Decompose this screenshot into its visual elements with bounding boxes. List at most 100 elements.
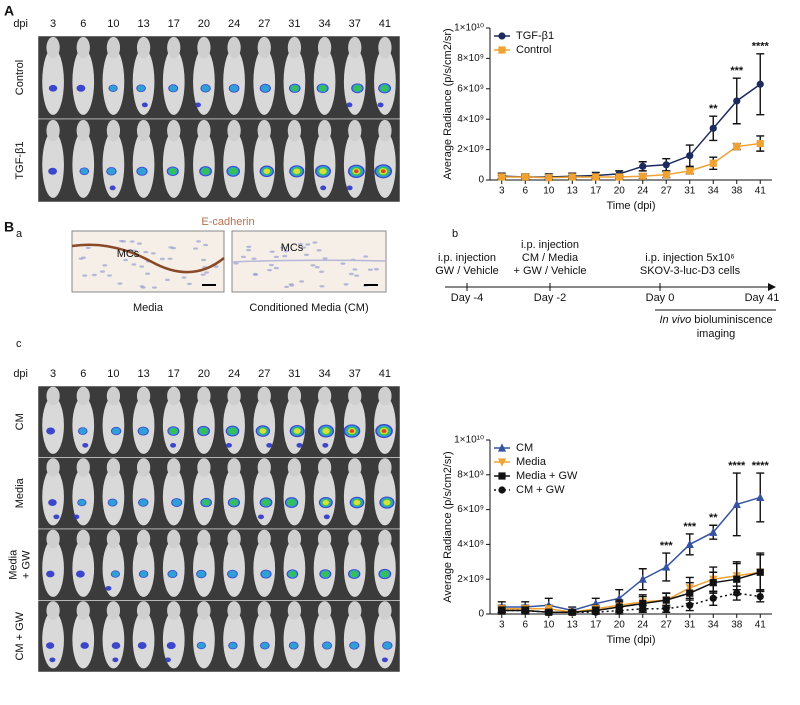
point <box>639 605 647 613</box>
signal <box>260 642 269 649</box>
mouse <box>223 131 245 198</box>
x-tick-label: 13 <box>567 620 579 631</box>
dpi-label: dpi <box>13 18 28 30</box>
signal <box>111 427 121 435</box>
point <box>686 152 694 160</box>
event-text: GW / Vehicle <box>435 265 499 277</box>
event-text: SKOV-3-luc-D3 cells <box>640 265 741 277</box>
y-tick-label: 6×10⁹ <box>457 83 484 94</box>
imaging-label: In vivo bioluminiscence <box>659 314 772 326</box>
mouse-head <box>317 36 332 59</box>
signal <box>111 571 120 578</box>
nucleus <box>367 268 373 271</box>
mouse-head <box>76 36 90 59</box>
nucleus <box>343 283 349 286</box>
nucleus <box>204 271 210 274</box>
mouse-head <box>167 36 181 59</box>
signal <box>322 499 330 506</box>
day-label: 10 <box>107 18 119 30</box>
mouse-head <box>257 458 271 477</box>
signal <box>346 102 353 108</box>
row-label: TGF-β1 <box>14 141 26 179</box>
mouse-head <box>167 458 181 477</box>
mouse-head <box>348 36 362 59</box>
nucleus <box>170 246 176 250</box>
significance: *** <box>683 521 697 533</box>
series-line <box>501 496 761 612</box>
mouse-head <box>317 119 332 142</box>
signal <box>289 642 298 649</box>
mouse <box>42 539 64 597</box>
day-label: 34 <box>318 18 330 30</box>
mouse <box>72 539 95 597</box>
point <box>733 575 741 583</box>
series-line <box>501 571 761 614</box>
legend-marker <box>497 443 507 452</box>
day-label: Day 0 <box>646 292 675 304</box>
mouse-head <box>46 36 60 59</box>
mouse <box>72 131 95 198</box>
significance: *** <box>660 540 674 552</box>
signal <box>349 429 355 433</box>
point <box>686 589 694 597</box>
point <box>662 605 670 613</box>
nucleus <box>288 283 294 286</box>
mouse <box>253 468 276 526</box>
legend-label: CM + GW <box>516 484 565 496</box>
nucleus <box>251 257 257 260</box>
x-tick-label: 31 <box>684 186 696 197</box>
signal <box>383 499 391 506</box>
event-text: i.p. injection 5x10⁶ <box>645 252 735 264</box>
image-label: MCs <box>117 248 140 260</box>
y-tick-label: 4×10⁹ <box>457 539 484 550</box>
mouse-head <box>348 601 362 620</box>
signal <box>261 499 271 506</box>
nucleus <box>131 263 137 266</box>
signal <box>48 499 57 506</box>
nucleus <box>273 266 279 270</box>
legend-marker <box>498 46 506 54</box>
mouse-head <box>46 386 60 406</box>
signal <box>75 570 85 578</box>
nucleus <box>348 272 354 276</box>
point <box>639 162 647 170</box>
signal <box>383 642 392 649</box>
x-tick-label: 27 <box>661 620 673 631</box>
nucleus <box>340 262 346 265</box>
mouse-head <box>257 119 271 142</box>
mouse-head <box>257 601 271 620</box>
mouse-head <box>378 119 392 142</box>
mouse <box>223 611 245 669</box>
mouse-head <box>317 529 332 549</box>
signal <box>166 641 176 650</box>
mouse-head <box>227 119 241 142</box>
panel-label: A <box>4 3 14 19</box>
mouse <box>343 539 366 597</box>
point <box>662 171 670 179</box>
panel-label: B <box>4 219 14 235</box>
mouse <box>283 611 306 669</box>
mouse <box>162 539 185 597</box>
signal <box>49 657 56 663</box>
point <box>756 593 764 601</box>
day-label: 34 <box>318 368 330 380</box>
point <box>568 173 576 181</box>
signal <box>293 428 301 434</box>
signal <box>80 168 89 175</box>
mouse <box>132 131 155 198</box>
point <box>639 599 647 608</box>
nucleus <box>85 246 91 250</box>
day-label: 10 <box>107 368 119 380</box>
signal <box>322 442 329 448</box>
nucleus <box>240 255 246 259</box>
mouse <box>42 131 64 198</box>
mouse-head <box>46 601 60 620</box>
signal <box>353 169 359 174</box>
mouse <box>162 396 185 454</box>
signal <box>322 642 332 649</box>
timeline-arrow <box>768 283 776 291</box>
signal <box>107 167 116 175</box>
nucleus <box>139 265 145 268</box>
signal <box>288 571 297 578</box>
